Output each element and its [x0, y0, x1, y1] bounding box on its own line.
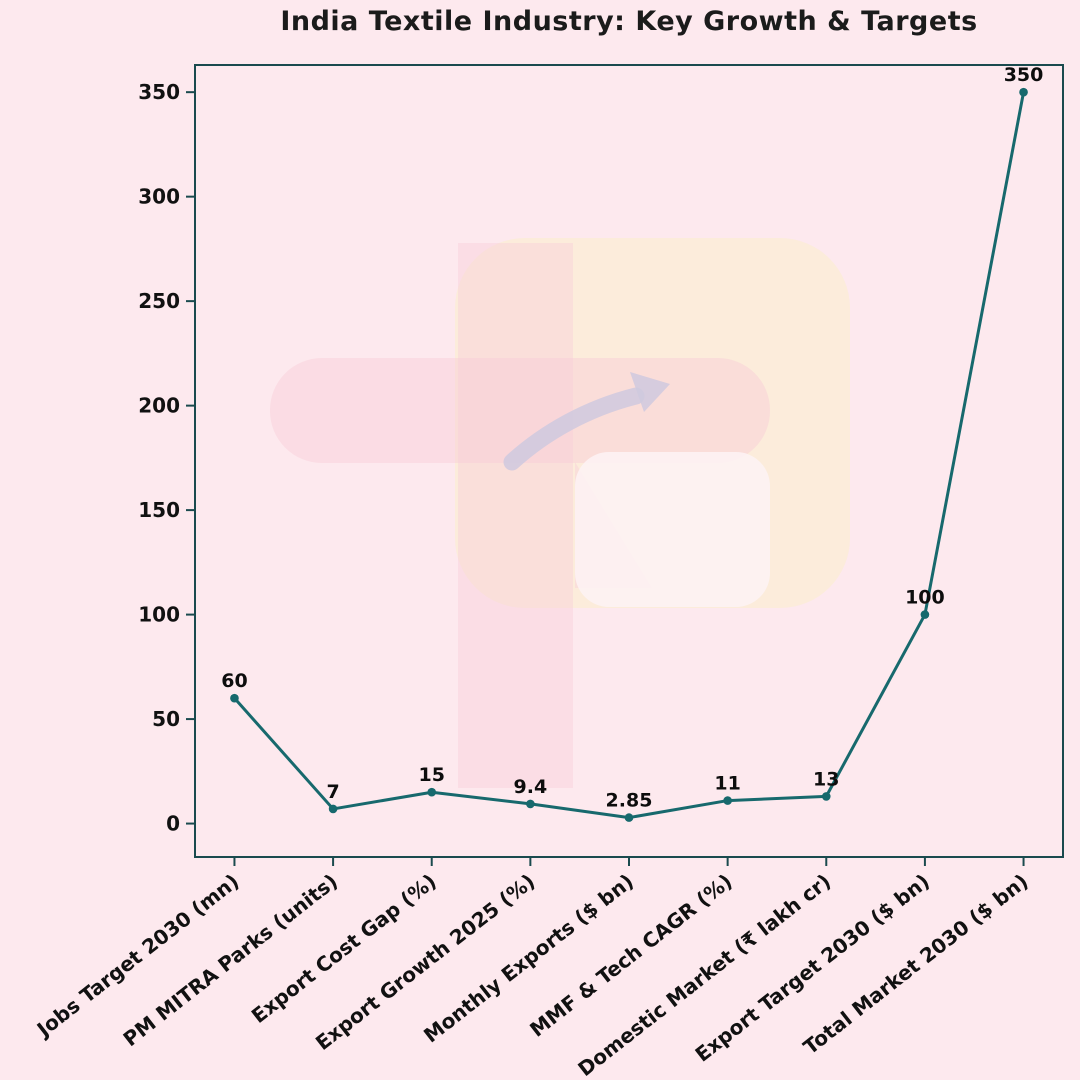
x-tick-label: Export Cost Gap (%): [247, 869, 441, 1028]
data-point-label: 100: [905, 587, 945, 609]
watermark-logo: [270, 238, 850, 788]
data-point-label: 2.85: [606, 790, 653, 812]
data-point-label: 7: [326, 781, 339, 803]
x-axis: Jobs Target 2030 (mn)PM MITRA Parks (uni…: [31, 857, 1033, 1080]
y-tick-label: 300: [138, 185, 180, 209]
y-tick-label: 100: [138, 603, 180, 627]
data-point-marker: [1019, 87, 1028, 97]
y-tick-label: 50: [152, 707, 180, 731]
data-point-marker: [723, 796, 732, 805]
data-point-marker: [920, 610, 930, 619]
series-points: 60 7 15 9.4 2.85 11 13 100 350: [221, 64, 1043, 822]
y-axis: 0 50 100 150 200 250 300 350: [138, 80, 195, 836]
data-point-marker: [624, 813, 634, 822]
data-point-marker: [328, 804, 338, 814]
data-point-marker: [230, 693, 239, 703]
data-point-label: 60: [221, 670, 247, 692]
y-tick-label: 0: [166, 812, 180, 836]
y-tick-label: 250: [138, 289, 180, 313]
data-point-label: 11: [714, 773, 740, 795]
data-point-label: 350: [1004, 64, 1044, 86]
y-tick-label: 200: [138, 394, 180, 418]
x-tick-label: MMF & Tech CAGR (%): [525, 869, 737, 1042]
data-point-label: 15: [419, 764, 445, 786]
chart-title: India Textile Industry: Key Growth & Tar…: [280, 6, 978, 37]
data-point-marker: [526, 799, 535, 809]
y-tick-label: 350: [138, 80, 180, 104]
data-point-label: 9.4: [514, 776, 548, 798]
data-point-marker: [821, 792, 831, 801]
y-tick-label: 150: [138, 498, 180, 522]
data-point-marker: [427, 787, 437, 797]
data-point-label: 13: [813, 768, 839, 790]
watermark-arrow-icon: [503, 387, 645, 471]
